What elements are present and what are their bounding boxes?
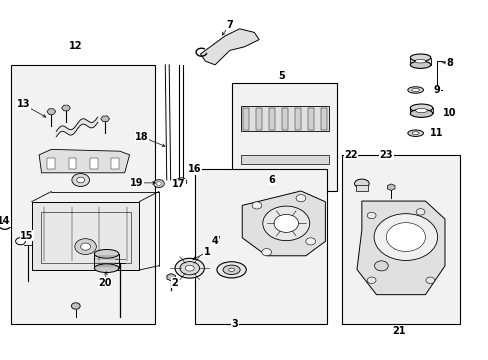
Text: 20: 20 [98,278,112,288]
Text: 13: 13 [17,99,30,109]
Bar [409,58,430,65]
Text: 7: 7 [226,20,233,30]
Ellipse shape [409,61,430,68]
Bar [268,108,274,130]
Polygon shape [356,201,444,294]
Circle shape [75,239,96,255]
Circle shape [77,177,84,183]
Circle shape [366,212,375,219]
Text: 3: 3 [231,319,238,329]
Polygon shape [386,184,394,190]
Text: 22: 22 [344,150,357,160]
Ellipse shape [407,130,423,136]
Bar [68,158,76,169]
Bar [47,158,55,169]
Text: 19: 19 [130,178,143,188]
Bar [342,155,459,324]
Bar [307,108,313,130]
Circle shape [425,277,434,284]
Bar [320,108,326,130]
Circle shape [176,178,186,186]
Bar [294,108,300,130]
Bar [243,108,248,130]
Bar [409,108,432,113]
Ellipse shape [415,108,427,113]
Bar [241,106,328,131]
Circle shape [71,303,80,309]
Bar [256,108,262,130]
Bar [94,254,119,268]
Circle shape [16,238,25,245]
Circle shape [179,180,183,184]
Text: 15: 15 [20,231,34,241]
Text: 2: 2 [171,278,178,288]
Bar [11,65,155,324]
Text: 6: 6 [268,175,275,185]
Polygon shape [47,109,56,114]
Text: 23: 23 [379,150,392,160]
Ellipse shape [228,268,234,271]
Circle shape [366,277,375,284]
Bar [111,158,119,169]
Bar [281,108,287,130]
Bar [355,185,367,191]
Bar [41,212,130,263]
Ellipse shape [94,249,119,258]
Circle shape [251,202,261,209]
Polygon shape [242,191,325,256]
Bar [232,83,337,191]
Ellipse shape [185,265,194,271]
Polygon shape [166,274,175,281]
Text: 9: 9 [432,85,439,95]
Ellipse shape [223,265,240,274]
Text: 21: 21 [391,326,405,336]
Circle shape [386,222,425,251]
Polygon shape [56,117,98,137]
Circle shape [373,213,437,261]
Ellipse shape [409,54,430,61]
Circle shape [305,238,315,245]
Ellipse shape [94,264,119,273]
Bar [32,202,139,270]
Text: 1: 1 [203,247,210,257]
Polygon shape [61,105,70,111]
Text: 14: 14 [0,216,10,226]
Polygon shape [101,116,109,122]
Polygon shape [200,29,259,65]
Text: 5: 5 [278,71,285,81]
Bar [90,158,98,169]
Polygon shape [39,149,129,173]
Circle shape [374,261,387,271]
Ellipse shape [409,109,432,117]
Circle shape [156,182,161,185]
Circle shape [261,248,271,256]
Ellipse shape [411,88,419,91]
Bar [194,169,326,324]
Circle shape [153,180,164,188]
Ellipse shape [407,87,423,93]
Text: 8: 8 [446,58,452,68]
Ellipse shape [409,104,432,112]
Ellipse shape [217,262,246,278]
Text: 4: 4 [211,236,218,246]
Ellipse shape [180,261,199,275]
Text: 11: 11 [429,128,443,138]
Text: 18: 18 [135,132,148,142]
Text: 16: 16 [188,164,202,174]
Text: 10: 10 [442,108,456,118]
Circle shape [295,194,305,202]
Text: 12: 12 [69,41,82,51]
Ellipse shape [411,132,418,135]
Ellipse shape [175,258,204,278]
Ellipse shape [414,59,425,63]
Circle shape [415,209,424,215]
Circle shape [273,214,298,233]
Text: 17: 17 [172,179,185,189]
Circle shape [262,206,309,240]
Circle shape [72,174,89,186]
Bar [241,155,328,164]
Circle shape [81,243,90,250]
Ellipse shape [354,179,368,188]
